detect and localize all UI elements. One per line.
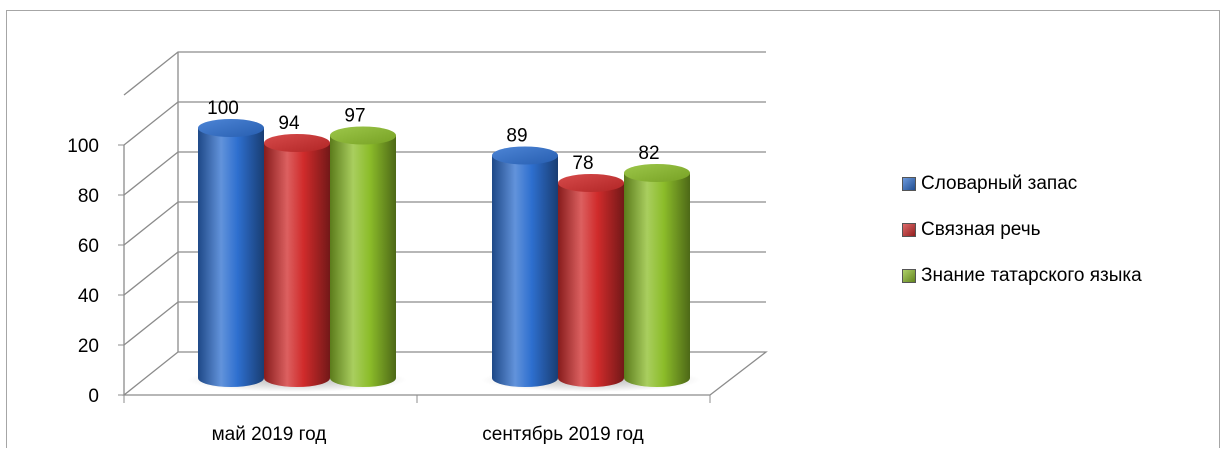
legend-swatch-2	[902, 269, 916, 283]
y-tick-label: 20	[78, 336, 99, 357]
bar	[330, 126, 396, 387]
y-tick-label: 0	[88, 386, 99, 407]
legend-label-2: Знание татарского языка	[921, 265, 1142, 286]
bar	[492, 146, 558, 387]
bar	[198, 119, 264, 387]
y-tick-label: 60	[78, 236, 99, 257]
data-label: 78	[572, 153, 593, 174]
gridline	[123, 51, 766, 96]
data-label: 94	[278, 113, 300, 134]
legend: Словарный запас Связная речь Знание тата…	[902, 172, 1142, 310]
legend-label-1: Связная речь	[921, 219, 1041, 240]
legend-item-0: Словарный запас	[902, 172, 1142, 196]
data-label: 100	[207, 98, 239, 119]
y-tick-label: 100	[67, 136, 99, 157]
legend-swatch-0	[902, 177, 916, 191]
x-tick-label: май 2019 год	[212, 424, 327, 445]
legend-item-1: Связная речь	[902, 218, 1142, 242]
y-tick-label: 40	[78, 286, 99, 307]
x-tick-label: сентябрь 2019 год	[482, 424, 643, 445]
bar	[264, 134, 330, 387]
data-label: 97	[344, 106, 365, 127]
y-tick-label: 80	[78, 186, 99, 207]
data-label: 82	[638, 143, 659, 164]
chart-frame	[6, 10, 1220, 448]
legend-label-0: Словарный запас	[921, 173, 1078, 194]
legend-swatch-1	[902, 223, 916, 237]
data-label: 89	[506, 126, 527, 147]
bar	[558, 174, 624, 387]
bar	[624, 164, 690, 387]
legend-item-2: Знание татарского языка	[902, 264, 1142, 288]
